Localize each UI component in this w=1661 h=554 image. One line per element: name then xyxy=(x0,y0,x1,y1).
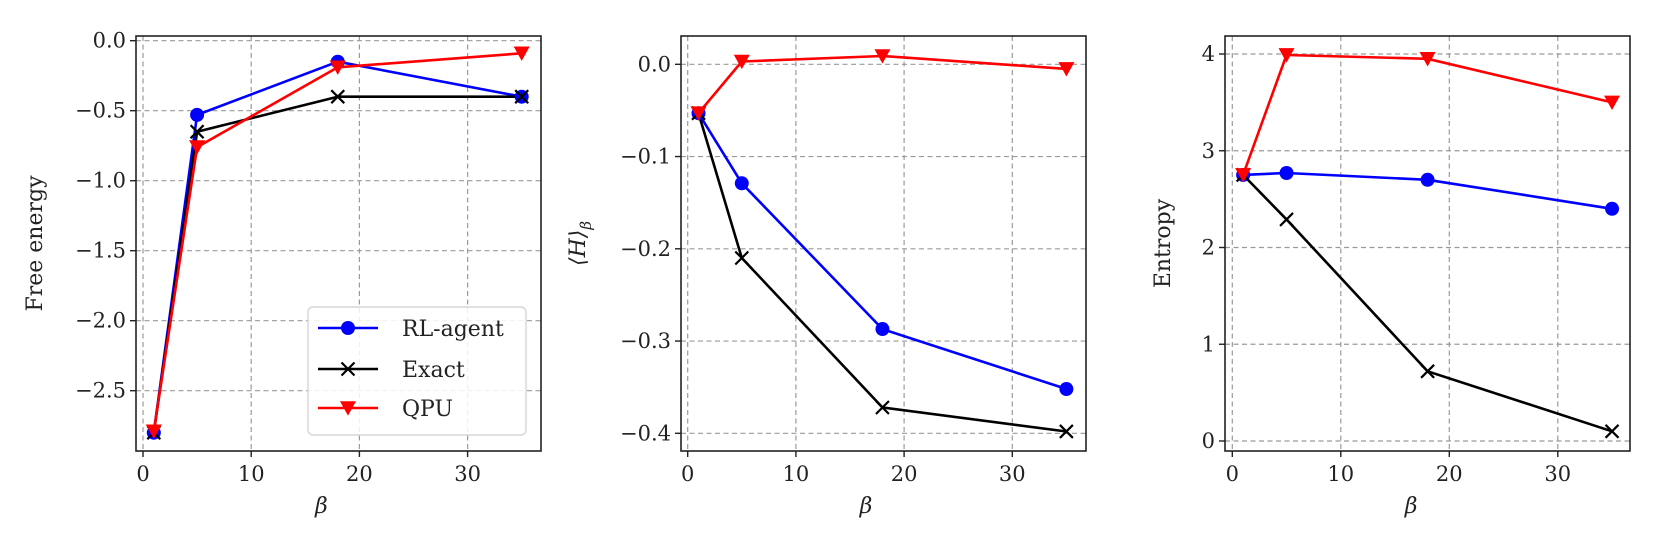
exact-point xyxy=(1420,364,1435,379)
rl-agent-line xyxy=(697,112,1067,391)
qpu-line xyxy=(152,52,522,432)
y-tick-label: −2.0 xyxy=(75,309,126,333)
x-tick-label: 0 xyxy=(681,462,694,486)
grid xyxy=(1225,36,1630,451)
exact-point xyxy=(1059,424,1074,439)
axes-frame xyxy=(1224,35,1631,452)
x-tick-label: 20 xyxy=(346,462,373,486)
legend-box xyxy=(307,306,527,436)
x-tick-label: 10 xyxy=(1327,462,1354,486)
exact-point xyxy=(514,89,529,104)
y-axis: 0 1 2 3 4 Entropy xyxy=(1151,42,1225,453)
grid xyxy=(136,36,541,451)
legend-label: QPU xyxy=(402,397,453,422)
qpu-point xyxy=(189,140,206,155)
y-axis-label: Entropy xyxy=(1151,198,1176,288)
rl-agent-point xyxy=(1420,172,1435,187)
x-tick-label: 0 xyxy=(1226,462,1239,486)
mean-energy-chart: 0 10 20 30 β 0.0 −0.1 −0.2 −0.3 −0.4 ⟨H⟩β xyxy=(566,35,1087,519)
y-tick-label: 0 xyxy=(1202,429,1215,453)
free-energy-chart: 0 10 20 30 β 0.0 −0.5 −1.0 −1.5 −2.0 −2.5 Free ener… xyxy=(23,29,542,519)
qpu-point xyxy=(1604,95,1621,110)
y-tick-label: −0.1 xyxy=(620,145,671,169)
qpu-point xyxy=(513,46,530,61)
exact-point xyxy=(330,89,346,104)
y-axis: 0.0 −0.1 −0.2 −0.3 −0.4 ⟨H⟩β xyxy=(566,52,681,445)
x-axis: 0 10 20 30 β xyxy=(136,451,481,519)
grid xyxy=(681,36,1086,451)
series xyxy=(690,49,1075,439)
y-axis: 0.0 −0.5 −1.0 −1.5 −2.0 −2.5 Free energy xyxy=(23,29,136,403)
rl-agent-point xyxy=(1279,166,1294,181)
x-axis: 0 10 20 30 β xyxy=(681,451,1026,519)
qpu-point xyxy=(145,424,162,439)
exact-point xyxy=(875,400,890,415)
qpu-point xyxy=(1235,168,1252,183)
y-tick-label: −2.5 xyxy=(75,379,126,403)
qpu-point xyxy=(874,49,891,64)
axes-frame xyxy=(135,35,542,452)
x-tick-label: 30 xyxy=(999,462,1026,486)
exact-line xyxy=(697,112,1067,433)
y-axis-label: ⟨H⟩β xyxy=(566,221,595,266)
exact-point xyxy=(1279,212,1294,227)
qpu-point xyxy=(329,60,346,75)
y-tick-label: −0.2 xyxy=(620,237,671,261)
legend-item-exact: Exact xyxy=(318,358,465,383)
qpu-point xyxy=(1058,62,1075,77)
legend-exact-point xyxy=(340,361,356,377)
y-tick-label: 3 xyxy=(1202,139,1215,163)
y-tick-label: −0.4 xyxy=(620,421,671,445)
legend-qpu-point xyxy=(340,401,356,416)
qpu-point xyxy=(1278,48,1295,63)
series xyxy=(145,46,530,440)
y-tick-label: −0.3 xyxy=(620,329,671,353)
exact-line xyxy=(1242,173,1613,433)
legend-item-qpu: QPU xyxy=(318,397,453,422)
x-axis-label: β xyxy=(1404,494,1418,519)
y-tick-label: −1.5 xyxy=(75,239,126,263)
rl-agent-point xyxy=(190,107,205,122)
y-axis-label: Free energy xyxy=(23,175,48,312)
y-tick-label: −1.0 xyxy=(75,169,126,193)
x-tick-label: 20 xyxy=(1436,462,1463,486)
y-tick-label: 4 xyxy=(1202,42,1215,66)
qpu-line xyxy=(697,54,1067,115)
x-tick-label: 0 xyxy=(136,462,149,486)
x-tick-label: 10 xyxy=(783,462,810,486)
rl-agent-point xyxy=(734,176,749,191)
rl-agent-point xyxy=(875,322,890,337)
x-tick-label: 30 xyxy=(1544,462,1571,486)
y-tick-label: 0.0 xyxy=(638,52,671,76)
x-axis-label: β xyxy=(314,494,328,519)
qpu-point xyxy=(690,106,707,121)
axes-frame xyxy=(680,35,1087,452)
exact-point xyxy=(734,250,750,266)
qpu-line xyxy=(1241,53,1613,176)
legend-label: Exact xyxy=(402,358,465,383)
legend-rl-agent-point xyxy=(341,321,355,335)
x-tick-label: 10 xyxy=(238,462,265,486)
entropy-chart: 0 10 20 30 β 0 1 2 3 4 Entropy xyxy=(1151,35,1631,519)
x-tick-label: 30 xyxy=(454,462,481,486)
y-tick-label: −0.5 xyxy=(75,99,126,123)
y-tick-label: 1 xyxy=(1202,332,1215,356)
legend-label: RL-agent xyxy=(402,317,504,342)
exact-point xyxy=(189,124,205,139)
qpu-point xyxy=(1419,52,1436,67)
rl-agent-point xyxy=(1605,201,1620,216)
qpu-point xyxy=(733,54,750,70)
legend-item-rl-agent: RL-agent xyxy=(318,317,504,342)
legend: RL-agent Exact QPU xyxy=(307,306,527,436)
x-tick-label: 20 xyxy=(891,462,918,486)
y-tick-label: 0.0 xyxy=(93,29,126,53)
rl-agent-point xyxy=(1059,382,1074,397)
x-axis: 0 10 20 30 β xyxy=(1226,451,1571,519)
exact-point xyxy=(1604,424,1620,439)
y-tick-label: 2 xyxy=(1202,236,1215,260)
x-axis-label: β xyxy=(859,494,873,519)
series xyxy=(1235,48,1621,439)
rl-agent-line xyxy=(1243,171,1613,211)
